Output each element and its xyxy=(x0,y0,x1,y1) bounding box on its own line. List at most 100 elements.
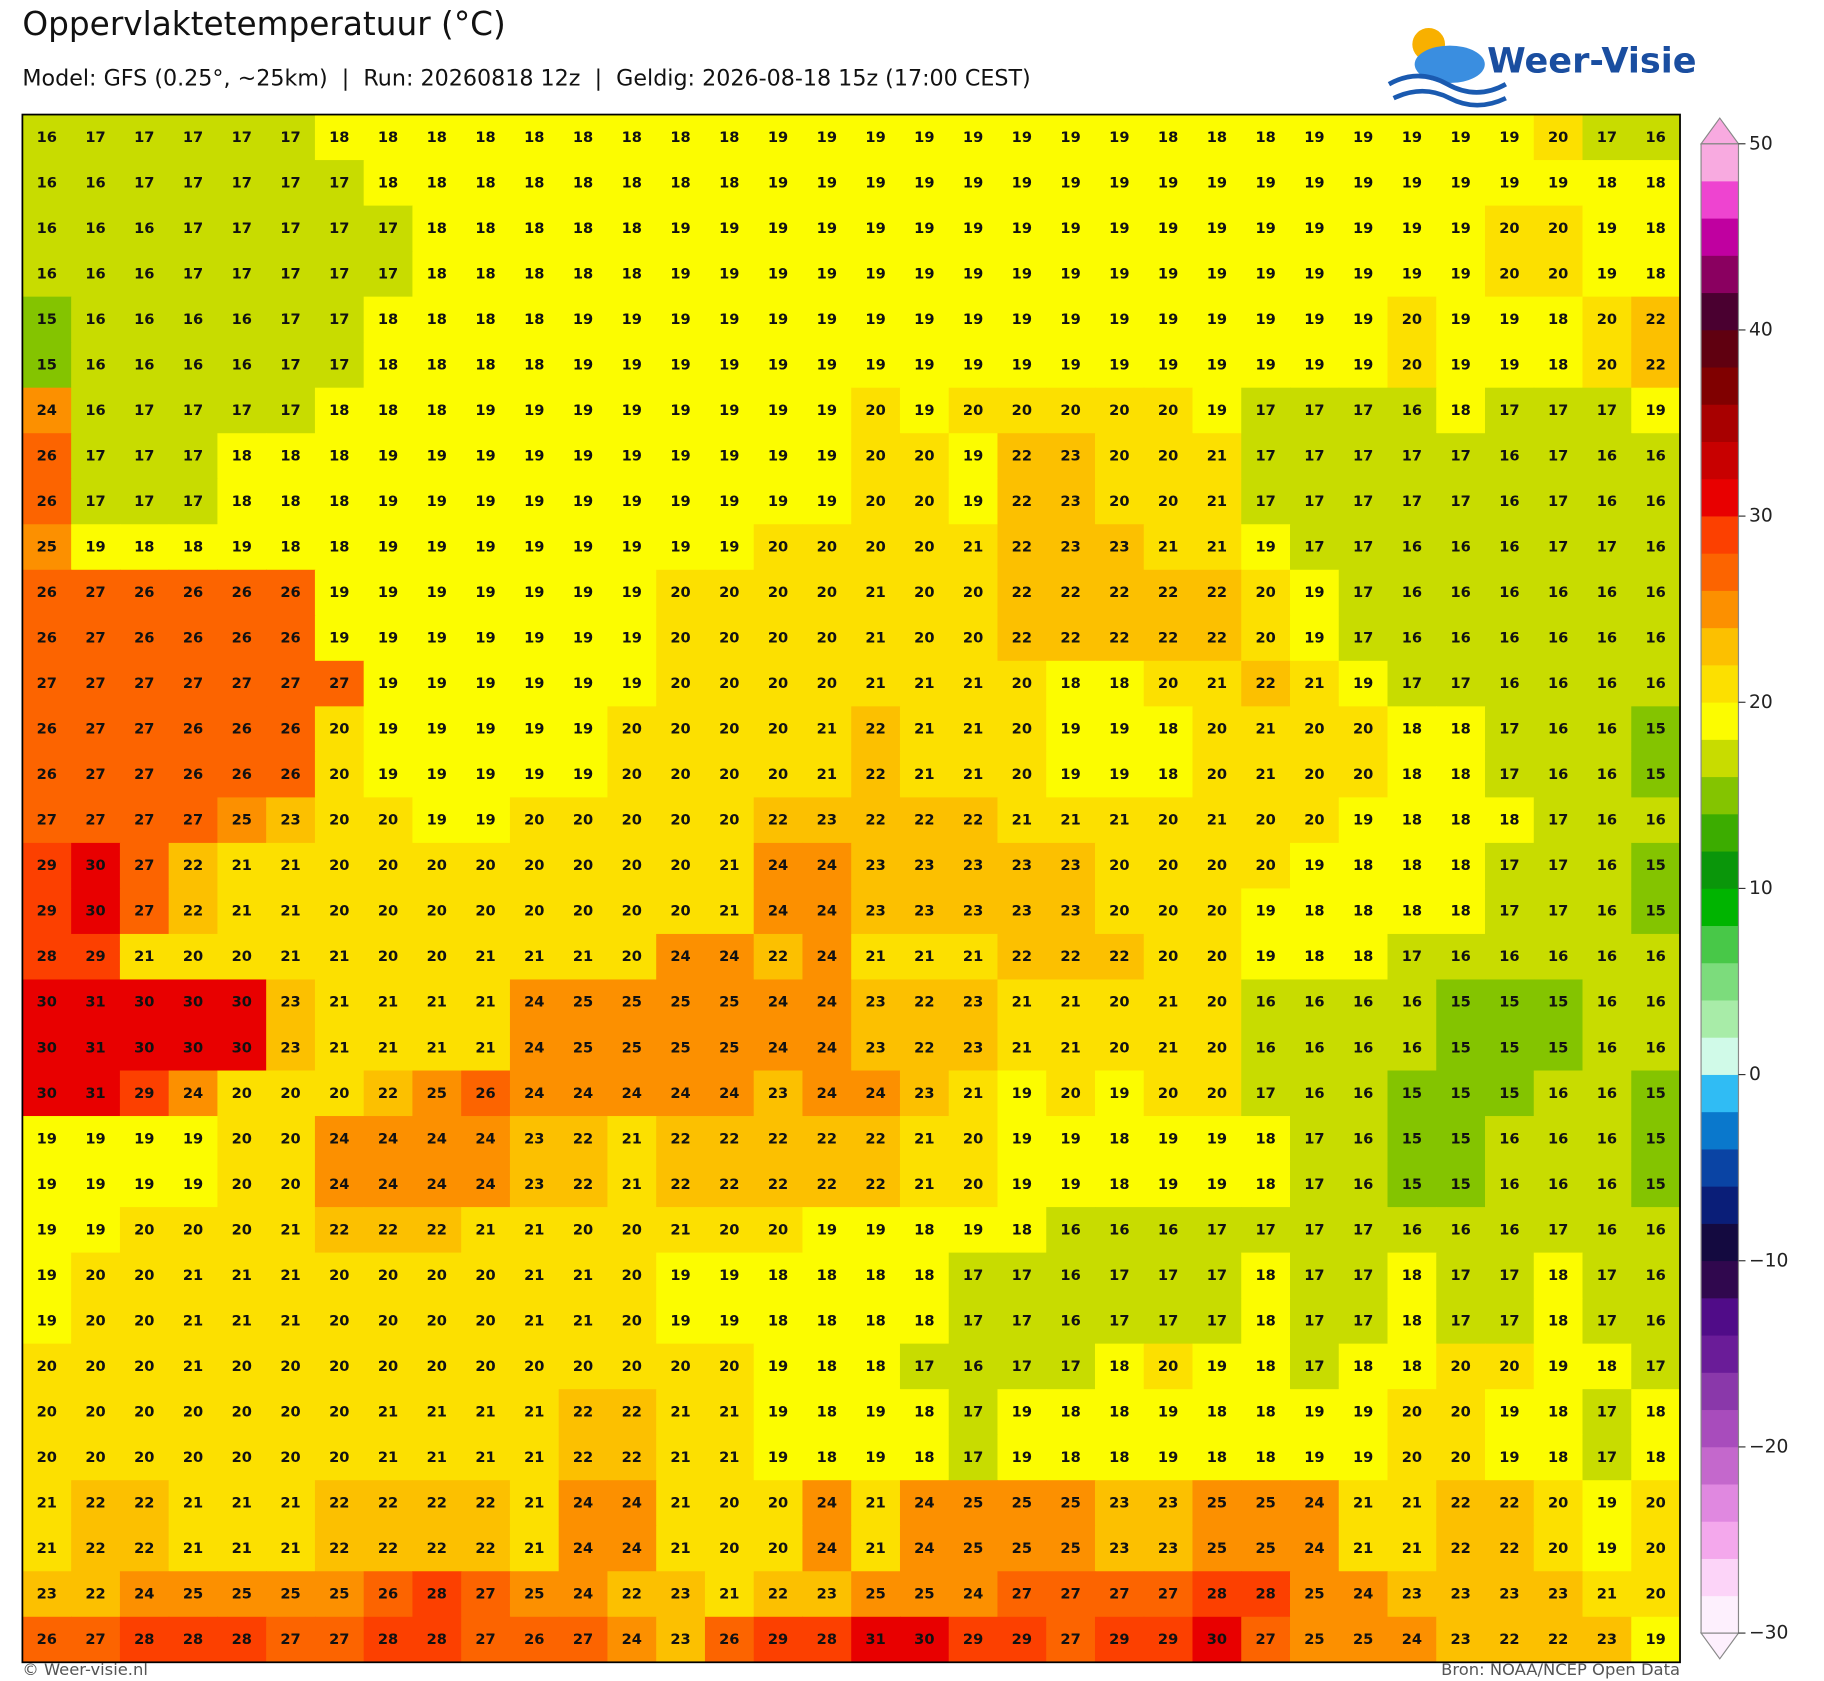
temp-cell xyxy=(997,433,1047,480)
temp-cell xyxy=(899,342,950,389)
temp-label: 22 xyxy=(622,1403,642,1420)
temp-label: 22 xyxy=(378,1085,398,1102)
temp-label: 18 xyxy=(914,1312,934,1329)
temp-label: 19 xyxy=(1353,812,1373,829)
temp-label: 25 xyxy=(1353,1631,1373,1648)
temp-label: 16 xyxy=(1499,447,1519,464)
temp-cell xyxy=(753,433,804,480)
temp-label: 19 xyxy=(183,1176,203,1193)
temp-cell xyxy=(1387,160,1437,207)
temp-cell xyxy=(71,1116,121,1163)
temp-label: 22 xyxy=(1060,584,1080,601)
temp-label: 21 xyxy=(524,948,544,965)
temp-label: 19 xyxy=(1402,220,1422,237)
temp-cell xyxy=(1387,205,1437,252)
temp-cell xyxy=(71,205,121,252)
temp-cell xyxy=(71,615,121,662)
temp-cell xyxy=(1338,1070,1389,1117)
temp-label: 22 xyxy=(85,1494,105,1511)
temp-label: 16 xyxy=(1548,766,1568,783)
temp-label: 24 xyxy=(768,1039,788,1056)
temp-cell xyxy=(461,1389,511,1436)
colorbar-cap-top xyxy=(1699,117,1740,145)
temp-label: 19 xyxy=(1304,129,1324,146)
temp-label: 15 xyxy=(1645,857,1665,874)
temp-label: 17 xyxy=(1499,857,1519,874)
temp-label: 22 xyxy=(1207,630,1227,647)
temp-label: 20 xyxy=(134,1267,154,1284)
temp-label: 24 xyxy=(475,1176,495,1193)
temp-cell xyxy=(266,569,316,616)
temp-label: 20 xyxy=(1255,584,1275,601)
temp-cell xyxy=(1289,706,1340,753)
temp-cell xyxy=(1485,979,1535,1026)
temp-cell xyxy=(753,1116,804,1163)
temp-cell xyxy=(314,1161,365,1208)
temp-cell xyxy=(1436,1070,1486,1117)
temp-label: 22 xyxy=(865,1176,885,1193)
temp-label: 27 xyxy=(475,1586,495,1603)
temp-cell xyxy=(1192,387,1242,434)
temp-label: 19 xyxy=(914,311,934,328)
temp-cell xyxy=(1289,751,1340,798)
temp-cell xyxy=(461,296,511,343)
temp-label: 24 xyxy=(768,994,788,1011)
temp-label: 19 xyxy=(1402,129,1422,146)
temp-cell xyxy=(656,888,706,935)
temp-cell xyxy=(1143,296,1194,343)
temp-label: 23 xyxy=(1109,539,1129,556)
temp-label: 21 xyxy=(427,1403,447,1420)
temp-label: 19 xyxy=(1353,129,1373,146)
temp-cell xyxy=(461,569,511,616)
temp-cell xyxy=(1533,1116,1584,1163)
temp-label: 19 xyxy=(378,766,398,783)
temp-label: 18 xyxy=(1207,129,1227,146)
temp-cell xyxy=(948,569,999,616)
temp-cell xyxy=(1631,660,1681,707)
temp-cell xyxy=(1387,569,1437,616)
temp-label: 23 xyxy=(524,1176,544,1193)
temp-cell xyxy=(119,706,170,753)
temp-label: 19 xyxy=(1158,174,1178,191)
temp-label: 24 xyxy=(622,1631,642,1648)
temp-label: 18 xyxy=(524,220,544,237)
temp-label: 20 xyxy=(1353,721,1373,738)
temp-label: 18 xyxy=(1402,857,1422,874)
temp-label: 19 xyxy=(378,584,398,601)
temp-cell xyxy=(1192,660,1242,707)
colorbar-segment xyxy=(1701,1372,1739,1411)
temp-cell xyxy=(558,1161,609,1208)
temp-label: 18 xyxy=(865,1267,885,1284)
temp-cell xyxy=(948,1070,999,1117)
temp-cell xyxy=(1094,660,1145,707)
temp-cell xyxy=(168,797,219,844)
temp-cell xyxy=(1094,296,1145,343)
temp-label: 16 xyxy=(183,311,203,328)
temp-label: 19 xyxy=(963,447,983,464)
temp-label: 17 xyxy=(1499,1267,1519,1284)
temp-label: 18 xyxy=(280,447,300,464)
temp-cell xyxy=(997,706,1047,753)
temp-cell xyxy=(1338,433,1389,480)
temp-label: 19 xyxy=(1304,857,1324,874)
temp-cell xyxy=(1338,797,1389,844)
temp-cell xyxy=(119,296,170,343)
temp-cell xyxy=(1582,979,1632,1026)
temp-label: 17 xyxy=(914,1358,934,1375)
temp-cell xyxy=(1387,842,1437,890)
temp-label: 16 xyxy=(1645,447,1665,464)
temp-label: 19 xyxy=(475,493,495,510)
temp-label: 20 xyxy=(1402,1403,1422,1420)
temp-label: 27 xyxy=(280,1631,300,1648)
colorbar-segment xyxy=(1701,1000,1739,1038)
temp-cell xyxy=(1338,888,1389,935)
temp-cell xyxy=(1143,433,1194,480)
temp-cell xyxy=(71,478,121,525)
temp-cell xyxy=(168,751,219,798)
temp-cell xyxy=(1338,1161,1389,1208)
temp-cell xyxy=(1387,1252,1437,1299)
temp-label: 21 xyxy=(37,1540,57,1557)
temp-cell xyxy=(22,1207,72,1254)
temp-cell xyxy=(656,433,706,480)
temp-label: 21 xyxy=(134,948,154,965)
